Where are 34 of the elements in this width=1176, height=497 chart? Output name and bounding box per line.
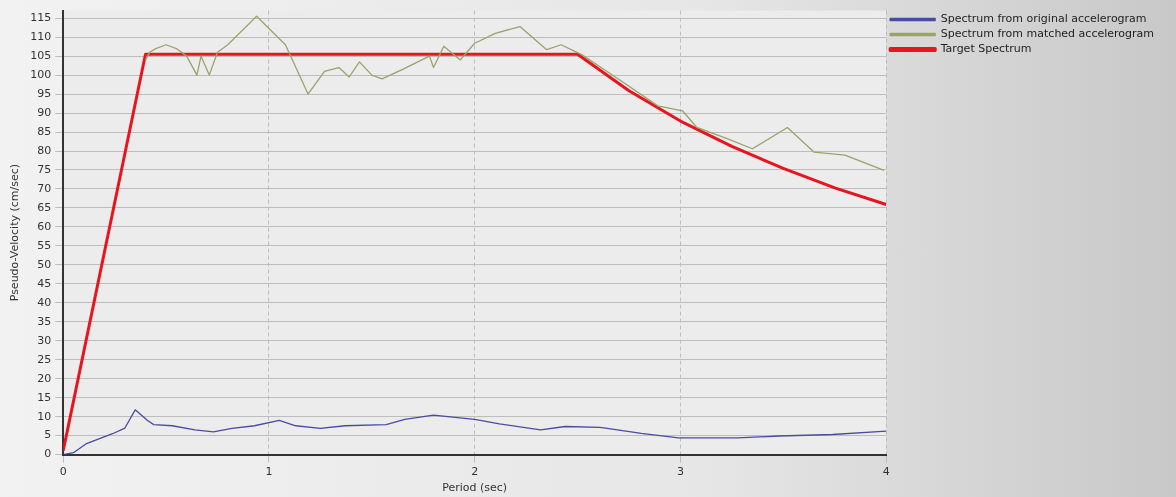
legend-label: Spectrum from matched accelerogram bbox=[940, 27, 1155, 41]
y-tick-label: 40 bbox=[37, 295, 52, 309]
y-tick-label: 25 bbox=[37, 352, 52, 366]
x-tick-label: 3 bbox=[676, 465, 684, 479]
y-tick-label: 5 bbox=[44, 428, 52, 442]
y-tick-label: 95 bbox=[37, 86, 52, 100]
y-tick-label: 80 bbox=[37, 143, 52, 157]
y-tick-label: 110 bbox=[30, 30, 52, 44]
legend-label: Target Spectrum bbox=[939, 42, 1032, 56]
x-tick-label: 2 bbox=[471, 465, 479, 479]
x-tick-label: 1 bbox=[265, 465, 273, 479]
y-tick-label: 55 bbox=[37, 238, 52, 252]
x-tick-label: 0 bbox=[59, 465, 67, 479]
y-tick-label: 45 bbox=[37, 276, 52, 290]
x-axis-title: Period (sec) bbox=[442, 481, 508, 495]
y-tick-label: 30 bbox=[37, 333, 52, 347]
y-tick-label: 10 bbox=[37, 409, 52, 423]
x-tick-label: 4 bbox=[882, 465, 890, 479]
y-tick-label: 20 bbox=[37, 371, 52, 385]
y-tick-label: 105 bbox=[30, 49, 52, 62]
y-tick-label: 35 bbox=[37, 314, 52, 328]
y-tick-label: 70 bbox=[37, 181, 52, 195]
y-tick-label: 65 bbox=[37, 200, 52, 214]
y-tick-label: 75 bbox=[37, 162, 52, 176]
y-tick-label: 15 bbox=[37, 390, 52, 404]
y-tick-label: 50 bbox=[37, 257, 52, 271]
y-tick-label: 100 bbox=[30, 67, 52, 81]
y-tick-label: 0 bbox=[44, 447, 52, 461]
y-tick-label: 85 bbox=[37, 124, 52, 138]
legend-label: Spectrum from original accelerogram bbox=[940, 12, 1147, 26]
y-axis-title: Pseudo-Velocity (cm/sec) bbox=[8, 163, 22, 302]
y-tick-label: 90 bbox=[37, 105, 52, 119]
y-tick-label: 115 bbox=[30, 11, 52, 25]
y-tick-label: 60 bbox=[37, 219, 52, 233]
